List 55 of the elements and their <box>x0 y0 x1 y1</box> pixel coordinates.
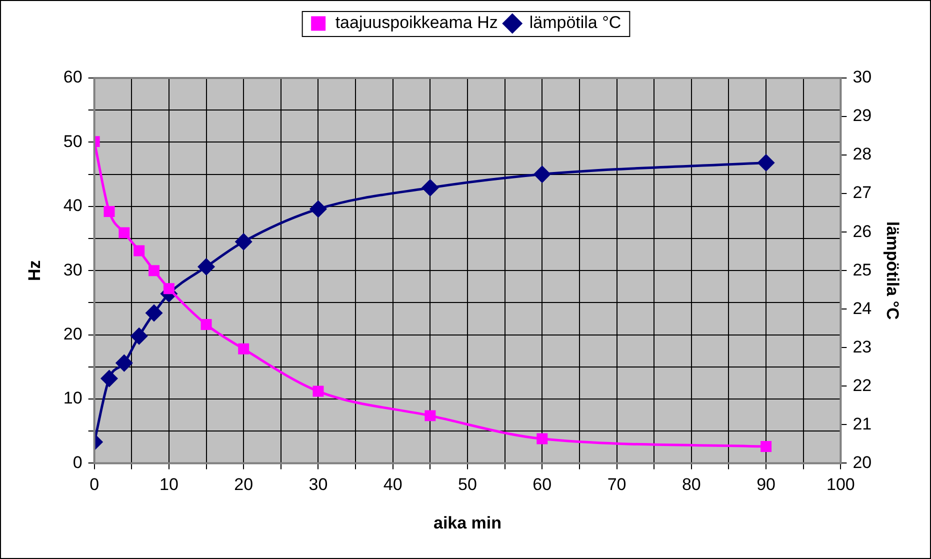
point <box>758 154 774 171</box>
point <box>312 386 324 397</box>
x-tick-label: 30 <box>308 475 328 494</box>
point <box>198 258 215 275</box>
point <box>116 354 132 372</box>
x-tick-label: 40 <box>383 475 402 494</box>
point <box>100 370 118 387</box>
point <box>104 206 115 218</box>
point <box>148 265 160 276</box>
point <box>200 319 212 330</box>
x-tick-label: 90 <box>756 475 776 494</box>
y2-tick-label: 26 <box>852 222 872 241</box>
y-tick-label: 10 <box>63 388 82 408</box>
y2-tick-label: 23 <box>852 337 872 356</box>
y2-tick-label: 24 <box>852 298 872 318</box>
x-tick-label: 80 <box>682 475 701 494</box>
x-tick-label: 50 <box>458 475 477 494</box>
x-tick-label: 0 <box>90 475 100 494</box>
legend-label: taajuuspoikkeama Hz <box>335 13 498 32</box>
y-tick-label: 50 <box>63 132 82 151</box>
point <box>134 245 145 256</box>
point <box>130 328 148 344</box>
y2-tick-label: 20 <box>852 452 872 472</box>
point <box>235 233 252 250</box>
y-tick-label: 40 <box>63 196 82 216</box>
y-axis-title: Hz <box>24 260 44 281</box>
point <box>534 166 550 183</box>
y-tick-label: 0 <box>72 452 82 472</box>
y2-tick-label: 25 <box>852 260 872 280</box>
x-tick-label: 10 <box>159 475 178 494</box>
y2-tick-label: 27 <box>852 183 872 202</box>
point <box>146 304 162 322</box>
x-tick-label: 20 <box>234 475 254 494</box>
y2-tick-label: 29 <box>852 106 872 126</box>
y-tick-label: 20 <box>63 324 82 344</box>
x-tick-label: 100 <box>826 475 855 494</box>
point <box>536 433 548 444</box>
point <box>310 200 326 218</box>
point <box>118 227 130 238</box>
y2-tick-label: 30 <box>852 68 872 87</box>
y-tick-label: 60 <box>63 68 82 87</box>
x-tick-label: 70 <box>607 475 626 494</box>
y2-tick-label: 28 <box>852 144 872 164</box>
point <box>422 180 438 196</box>
x-tick-label: 60 <box>532 475 552 494</box>
y2-tick-label: 21 <box>852 414 872 434</box>
point <box>163 283 174 294</box>
y2-tick-label: 22 <box>852 376 872 395</box>
x-axis-title: aika min <box>433 513 502 532</box>
point <box>424 410 436 422</box>
legend-label: lämpötila °C <box>529 13 622 32</box>
point <box>760 441 772 452</box>
y-tick-label: 30 <box>63 260 82 280</box>
y2-axis-title: lämpötila °C <box>883 221 902 320</box>
point <box>238 343 250 354</box>
